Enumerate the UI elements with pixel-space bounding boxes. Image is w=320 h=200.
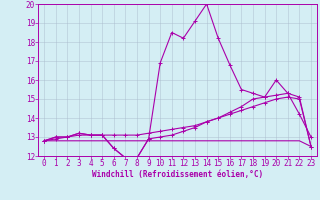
X-axis label: Windchill (Refroidissement éolien,°C): Windchill (Refroidissement éolien,°C) (92, 170, 263, 179)
